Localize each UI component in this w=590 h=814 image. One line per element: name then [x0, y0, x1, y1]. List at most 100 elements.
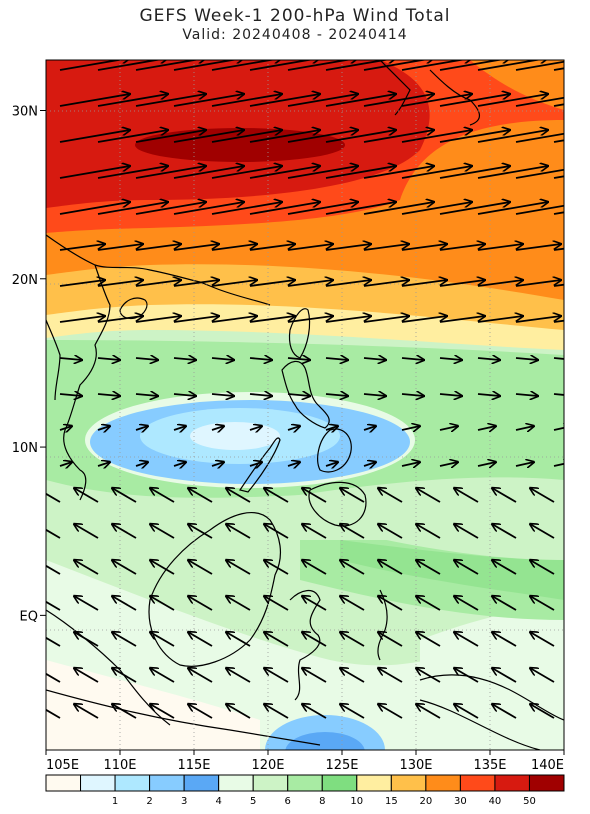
wind-vector [59, 358, 82, 360]
lon-label: 115E [177, 758, 210, 773]
wind-vector [553, 247, 564, 251]
colorbar-swatch [252, 774, 289, 792]
wind-vector [477, 94, 548, 107]
wind-vector [454, 668, 479, 683]
wind-vector [97, 462, 110, 466]
colorbar-swatch [390, 774, 427, 792]
wind-vector [112, 524, 137, 539]
wind-vector [150, 560, 175, 575]
wind-vector [530, 596, 555, 611]
wind-vector [401, 462, 420, 466]
wind-vector [173, 462, 186, 466]
wind-vector [363, 280, 409, 287]
wind-vector [226, 632, 251, 647]
wind-vector [226, 668, 251, 683]
wind-vector [188, 488, 213, 503]
wind-vector [302, 560, 327, 575]
colorbar-label: 1 [112, 796, 118, 807]
wind-vector [211, 358, 234, 360]
lon-label: 130E [399, 758, 432, 773]
wind-vector [287, 60, 358, 71]
wind-vector [553, 319, 564, 323]
colorbar-swatch [425, 774, 461, 792]
wind-vector [477, 358, 500, 360]
wind-vector [287, 358, 310, 360]
wind-vector [74, 488, 99, 503]
wind-vector [477, 426, 496, 430]
colorbar-label: 5 [250, 796, 256, 807]
wind-vector [46, 564, 61, 575]
wind-vector [249, 358, 272, 360]
wind-vector [439, 60, 510, 71]
wind-vector [515, 280, 561, 287]
wind-vector [211, 280, 257, 287]
colorbar-swatch [356, 774, 392, 792]
wind-vector [97, 316, 143, 323]
colorbar-label: 10 [350, 796, 363, 807]
lon-label: 110E [103, 758, 136, 773]
wind-vector [477, 280, 523, 287]
colorbar-label: 15 [385, 796, 398, 807]
wind-vector [340, 632, 365, 647]
wind-vector [249, 244, 295, 251]
wind-vector [97, 94, 168, 107]
wind-vector [211, 166, 282, 179]
colorbar-swatch [321, 774, 358, 792]
wind-vector [135, 358, 158, 360]
wind-vector [173, 280, 219, 287]
wind-vector [378, 488, 403, 503]
wind-vector [378, 632, 403, 647]
wind-vector [401, 280, 447, 287]
wind-vector [287, 394, 310, 396]
wind-vector [454, 704, 479, 719]
colorbar-swatch [494, 774, 530, 792]
wind-vector [477, 394, 500, 396]
wind-vector [135, 316, 181, 323]
wind-vector [416, 488, 441, 503]
wind-vector [302, 632, 327, 647]
colorbar-label: 30 [454, 796, 467, 807]
colorbar-swatch [45, 774, 82, 792]
wind-vector [492, 596, 517, 611]
wind-vector [515, 168, 564, 179]
wind-vector [211, 394, 234, 396]
wind-vector [439, 94, 510, 107]
wind-vector [378, 560, 403, 575]
wind-vector [46, 492, 61, 503]
wind-vector [173, 166, 244, 179]
map-subtitle: Valid: 20240408 - 20240414 [182, 27, 408, 43]
wind-vector [150, 488, 175, 503]
wind-vector [135, 202, 206, 215]
colorbar: 1 2 3 4 5 6 8 10 15 20 30 40 50 [45, 774, 565, 807]
lat-label: 30N [12, 104, 38, 119]
lon-label: 105E [46, 758, 79, 773]
lon-label: 125E [325, 758, 358, 773]
wind-vector [416, 560, 441, 575]
wind-vector [515, 244, 561, 251]
wind-vector [249, 316, 295, 323]
colorbar-label: 4 [215, 796, 221, 807]
colorbar-swatch [528, 774, 565, 792]
wind-vector [401, 130, 472, 143]
wind-vector [492, 668, 517, 683]
wind-vector [325, 280, 371, 287]
wind-vector [325, 60, 396, 71]
wind-vector [112, 668, 137, 683]
colorbar-label: 8 [319, 796, 325, 807]
wind-vector [287, 94, 358, 107]
colorbar-swatch [149, 774, 185, 792]
wind-vector [97, 426, 110, 430]
wind-vector [249, 462, 262, 466]
colorbar-label: 2 [146, 796, 152, 807]
wind-vector [211, 244, 257, 251]
wind-vector [249, 94, 320, 107]
wind-vector [530, 632, 555, 647]
wind-vector [211, 426, 224, 430]
wind-vector [173, 316, 219, 323]
wind-vector [401, 60, 472, 71]
wind-vector [553, 357, 564, 360]
wind-vector [112, 632, 137, 647]
wind-vector [249, 130, 320, 143]
wind-vector [59, 202, 130, 215]
